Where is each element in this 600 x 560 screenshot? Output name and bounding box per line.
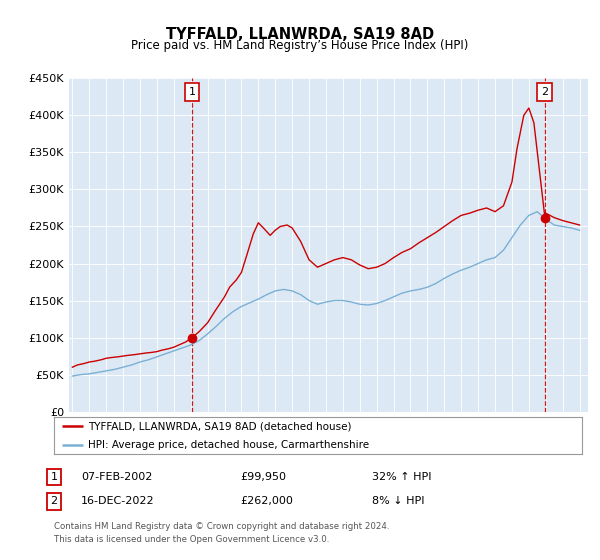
Text: 2: 2 bbox=[541, 87, 548, 97]
Text: TYFFALD, LLANWRDA, SA19 8AD (detached house): TYFFALD, LLANWRDA, SA19 8AD (detached ho… bbox=[88, 421, 352, 431]
Text: 1: 1 bbox=[50, 472, 58, 482]
Text: 07-FEB-2002: 07-FEB-2002 bbox=[81, 472, 152, 482]
Text: 32% ↑ HPI: 32% ↑ HPI bbox=[372, 472, 431, 482]
Text: 1: 1 bbox=[188, 87, 196, 97]
Text: 16-DEC-2022: 16-DEC-2022 bbox=[81, 496, 155, 506]
Text: HPI: Average price, detached house, Carmarthenshire: HPI: Average price, detached house, Carm… bbox=[88, 440, 370, 450]
Text: Price paid vs. HM Land Registry’s House Price Index (HPI): Price paid vs. HM Land Registry’s House … bbox=[131, 39, 469, 53]
Text: TYFFALD, LLANWRDA, SA19 8AD: TYFFALD, LLANWRDA, SA19 8AD bbox=[166, 27, 434, 42]
Text: £99,950: £99,950 bbox=[240, 472, 286, 482]
Text: 2: 2 bbox=[50, 496, 58, 506]
Text: Contains HM Land Registry data © Crown copyright and database right 2024.
This d: Contains HM Land Registry data © Crown c… bbox=[54, 522, 389, 544]
Text: £262,000: £262,000 bbox=[240, 496, 293, 506]
Text: 8% ↓ HPI: 8% ↓ HPI bbox=[372, 496, 425, 506]
